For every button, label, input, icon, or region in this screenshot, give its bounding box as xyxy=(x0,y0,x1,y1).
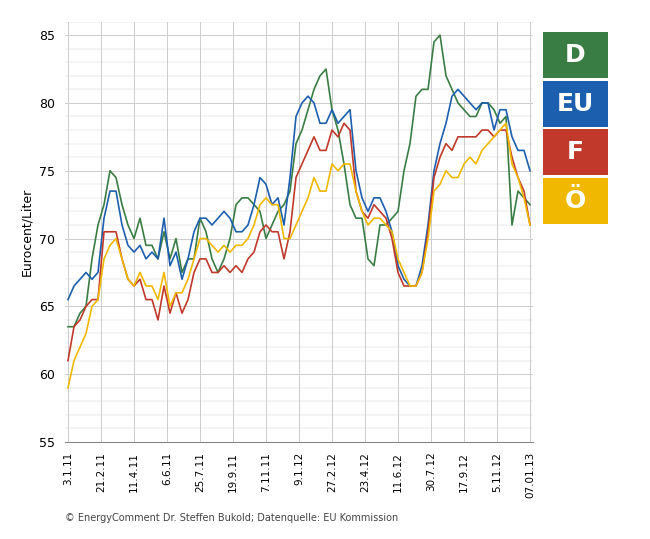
Text: D: D xyxy=(565,43,586,67)
Y-axis label: Eurocent/Liter: Eurocent/Liter xyxy=(21,188,34,276)
Text: © EnergyComment Dr. Steffen Bukold; Datenquelle: EU Kommission: © EnergyComment Dr. Steffen Bukold; Date… xyxy=(65,514,398,523)
Text: EU: EU xyxy=(556,92,594,116)
Text: Ö: Ö xyxy=(565,189,586,213)
Text: F: F xyxy=(567,140,584,164)
